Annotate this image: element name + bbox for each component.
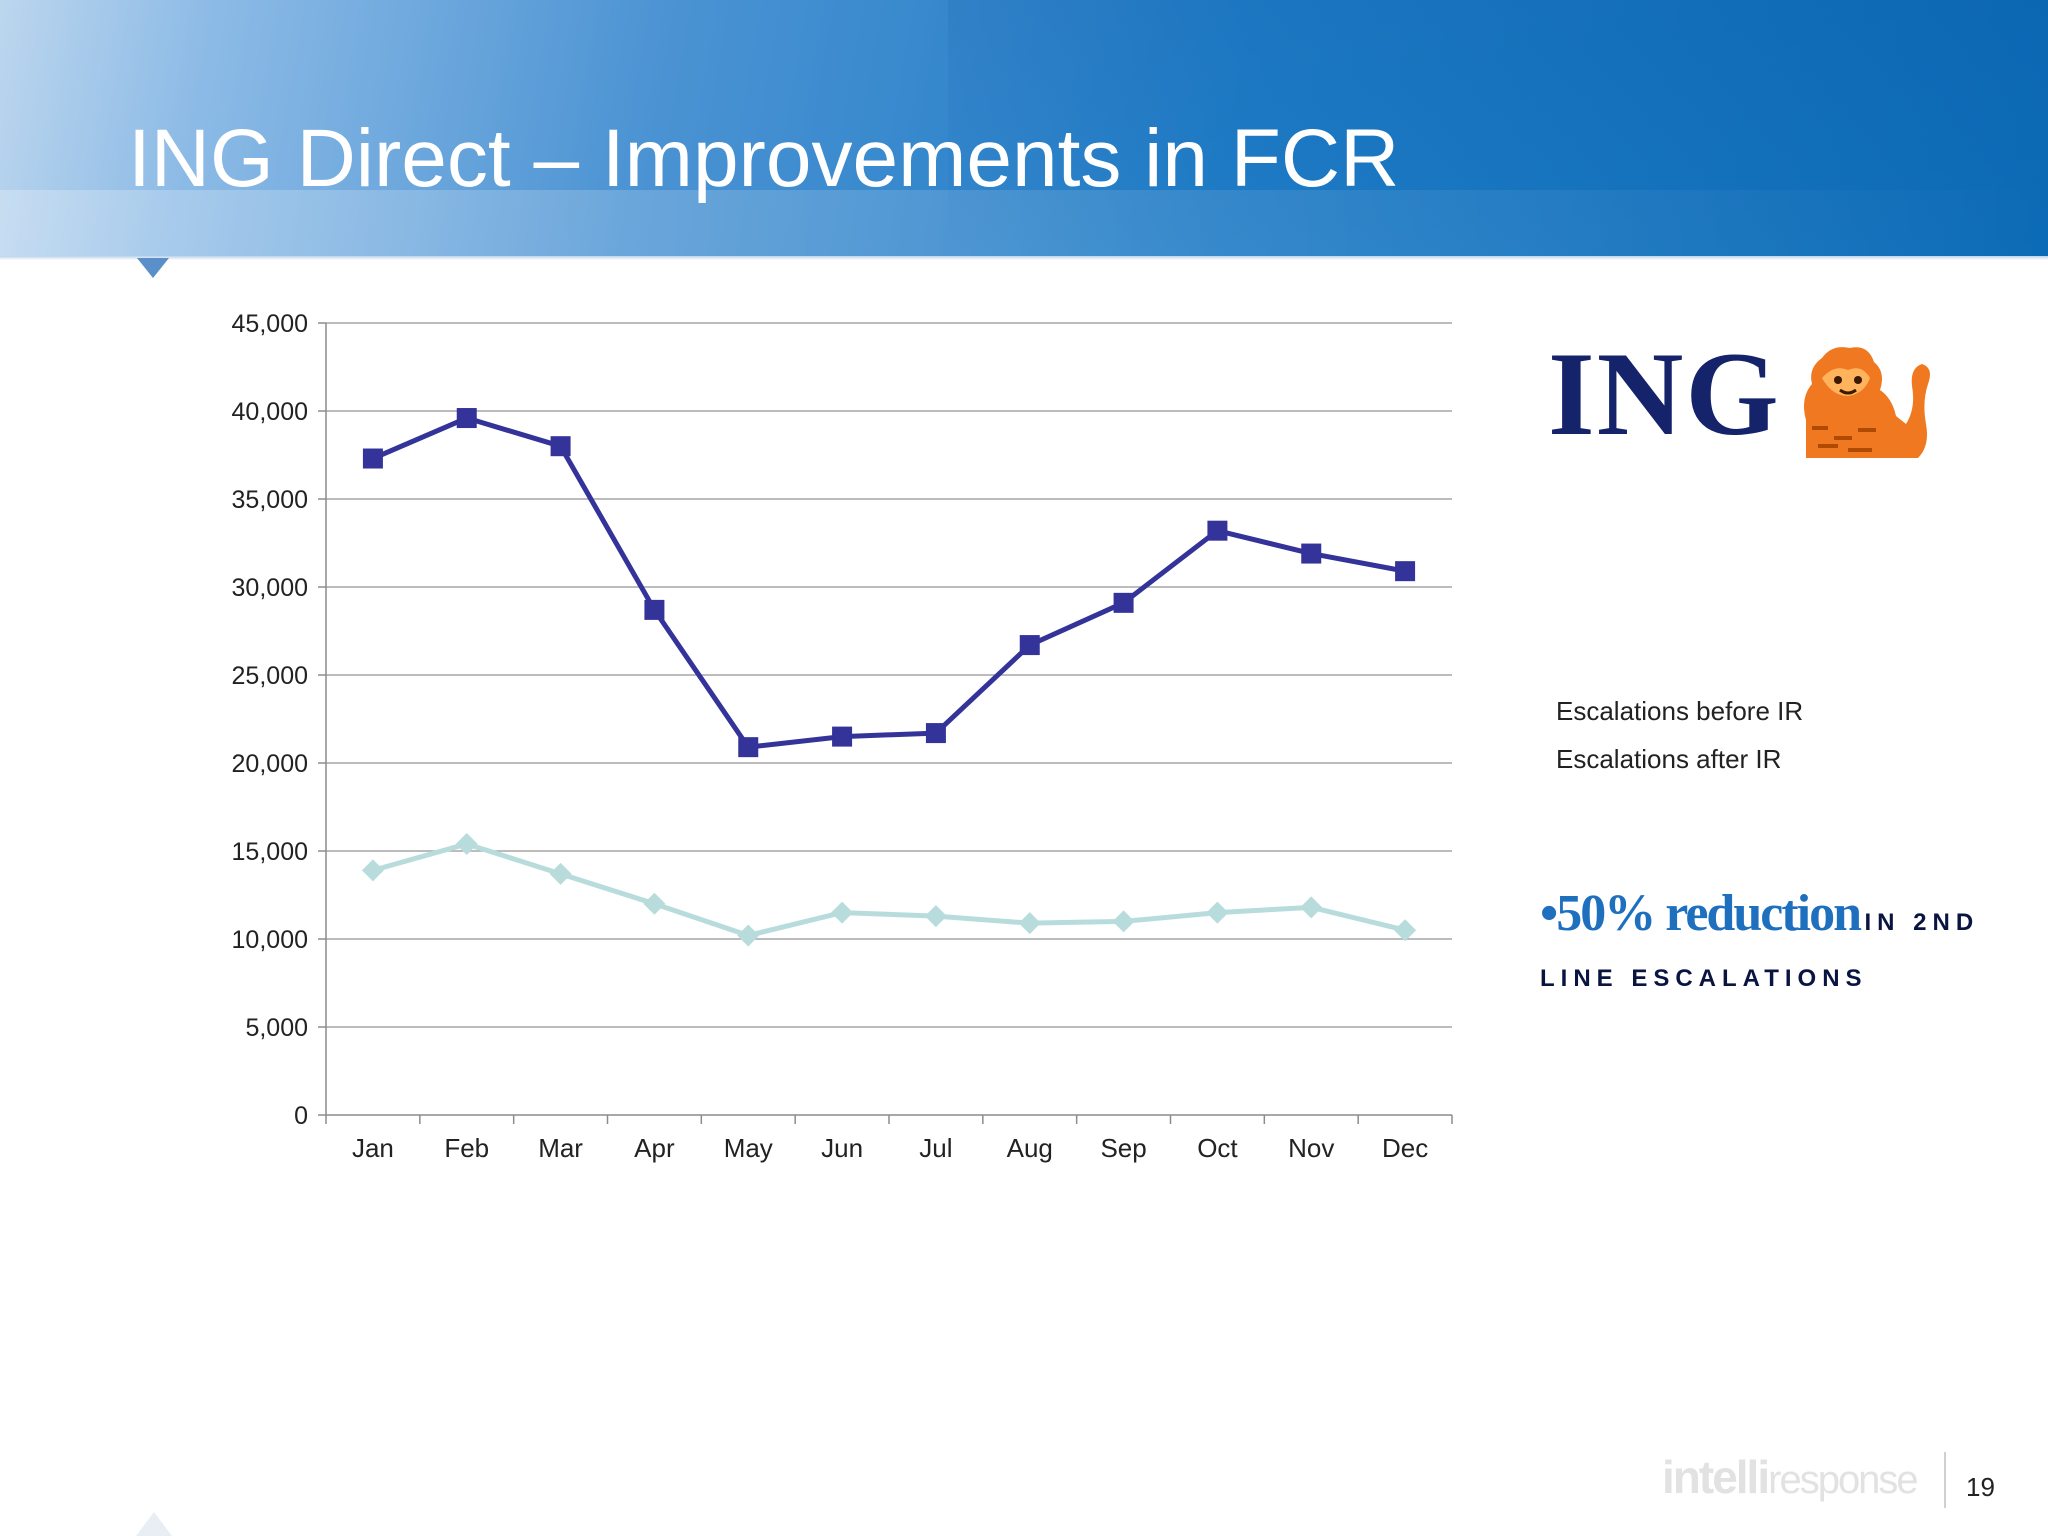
data-point-square (362, 448, 383, 469)
y-tick-label: 30,000 (232, 574, 308, 602)
data-point-diamond (737, 924, 760, 947)
footer-triangle-icon (136, 1512, 172, 1536)
x-tick-label: Feb (444, 1133, 489, 1163)
x-tick-label: Oct (1197, 1133, 1238, 1163)
data-point-square (550, 436, 571, 457)
page-number: 19 (1966, 1472, 1995, 1502)
data-point-diamond (643, 892, 666, 915)
data-point-square (1207, 520, 1228, 541)
banner-highlight (0, 190, 2048, 258)
x-tick-label: Aug (1007, 1133, 1053, 1163)
data-point-square (1019, 635, 1040, 656)
y-tick-label: 10,000 (232, 926, 308, 954)
x-tick-label: Mar (538, 1133, 583, 1163)
data-point-diamond (361, 859, 384, 882)
data-point-diamond (1206, 901, 1229, 924)
y-tick-label: 45,000 (232, 310, 308, 338)
callout-highlight: •50% reduction (1540, 885, 1862, 942)
legend-label: Escalations before IR (1556, 696, 1804, 726)
data-point-diamond (549, 862, 572, 885)
data-point-diamond (1394, 919, 1417, 942)
title-banner (0, 0, 2048, 258)
y-tick-label: 15,000 (232, 838, 308, 866)
data-point-square (456, 408, 477, 429)
banner-shade (948, 0, 2048, 258)
banner-edge (0, 256, 2048, 260)
y-tick-label: 0 (294, 1102, 308, 1130)
x-tick-label: May (724, 1133, 773, 1163)
banner-pointer-icon (137, 258, 169, 278)
data-point-square (1395, 561, 1416, 582)
y-tick-label: 40,000 (232, 398, 308, 426)
x-tick-label: Sep (1100, 1133, 1146, 1163)
data-point-square (644, 599, 665, 620)
data-point-square (1301, 543, 1322, 564)
x-tick-label: Jun (821, 1133, 863, 1163)
slide-title: ING Direct – Improvements in FCR (128, 113, 1400, 204)
data-point-square (738, 737, 759, 758)
data-point-square (1113, 592, 1134, 613)
data-point-square (925, 723, 946, 744)
callout-text-1: in 2nd (1864, 909, 1980, 936)
ing-logo: ING (1548, 332, 1944, 462)
y-tick-label: 20,000 (232, 750, 308, 778)
y-tick-label: 25,000 (232, 662, 308, 690)
callout-text-2: line escalations (1540, 965, 1868, 992)
series-line (372, 841, 1406, 938)
data-point-diamond (1112, 910, 1135, 933)
data-point-diamond (1300, 896, 1323, 919)
y-tick-label: 5,000 (245, 1014, 308, 1042)
data-point-diamond (455, 832, 478, 855)
data-point-diamond (831, 901, 854, 924)
intelliresponse-logo: intelliresponse (1662, 1450, 1919, 1504)
y-tick-label: 35,000 (232, 486, 308, 514)
footer-divider (1944, 1452, 1946, 1508)
data-point-diamond (1018, 912, 1041, 935)
brand-text-light: response (1768, 1458, 1919, 1502)
brand-text-bold: intelli (1662, 1451, 1770, 1503)
x-tick-label: Nov (1288, 1133, 1334, 1163)
series-line (371, 415, 1406, 750)
x-tick-label: Apr (634, 1133, 675, 1163)
x-tick-label: Jul (919, 1133, 952, 1163)
x-tick-label: Dec (1382, 1133, 1428, 1163)
reduction-callout: •50% reduction in 2nd line escalations (1540, 884, 2040, 993)
lion-icon (1804, 347, 1930, 458)
legend-label: Escalations after IR (1556, 744, 1782, 774)
ing-logo-text: ING (1548, 327, 1781, 460)
line-chart: 0 5,000 10,000 15,000 20,000 25,000 30,000 35,0… (232, 310, 1453, 1163)
data-point-square (832, 726, 853, 747)
data-point-diamond (924, 905, 947, 928)
x-tick-label: Jan (352, 1133, 394, 1163)
